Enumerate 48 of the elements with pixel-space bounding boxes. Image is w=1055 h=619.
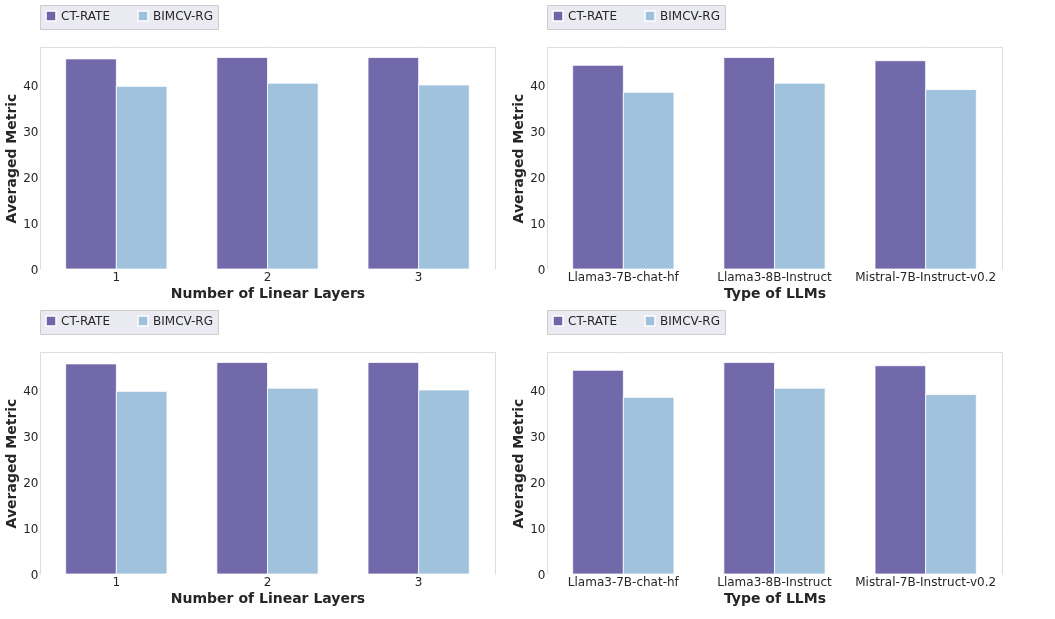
x-tick-label: Llama3-7B-chat-hf: [567, 269, 680, 284]
legend-label: CT-RATE: [568, 9, 617, 23]
y-tick-label: 30: [530, 430, 546, 445]
legend-label: CT-RATE: [61, 314, 110, 328]
x-axis-title: Number of Linear Layers: [170, 284, 366, 301]
y-axis-title: Averaged Metric: [510, 398, 527, 529]
y-tick-label: 40: [23, 384, 39, 399]
y-tick-label: 20: [530, 170, 546, 185]
legend-label: BIMCV-RG: [660, 314, 720, 328]
y-tick-label: 10: [530, 216, 546, 231]
y-tick-label: 40: [23, 79, 39, 94]
x-axis-title: Type of LLMs: [723, 284, 827, 301]
x-tick-label: Llama3-7B-chat-hf: [567, 574, 680, 589]
y-tick-label: 30: [530, 125, 546, 140]
y-tick-label: 10: [23, 521, 39, 536]
x-axis-title: Number of Linear Layers: [170, 589, 366, 606]
x-tick-label: 1: [112, 269, 121, 284]
y-axis-title: Averaged Metric: [3, 398, 20, 529]
y-tick-label: 0: [537, 262, 546, 277]
y-tick-label: 0: [30, 262, 39, 277]
y-tick-label: 20: [23, 170, 39, 185]
y-tick-label: 20: [530, 475, 546, 490]
y-tick-label: 0: [30, 567, 39, 582]
y-tick-label: 10: [530, 521, 546, 536]
x-tick-label: Mistral-7B-Instruct-v0.2: [855, 269, 997, 284]
y-tick-label: 20: [23, 475, 39, 490]
legend-label: CT-RATE: [61, 9, 110, 23]
x-tick-label: 1: [112, 574, 121, 589]
y-tick-label: 10: [23, 216, 39, 231]
y-tick-label: 30: [23, 125, 39, 140]
legend-label: BIMCV-RG: [153, 9, 213, 23]
x-tick-label: 2: [263, 574, 272, 589]
x-tick-label: Mistral-7B-Instruct-v0.2: [855, 574, 997, 589]
y-tick-label: 30: [23, 430, 39, 445]
legend-label: BIMCV-RG: [153, 314, 213, 328]
y-tick-label: 40: [530, 384, 546, 399]
y-axis-title: Averaged Metric: [510, 93, 527, 224]
x-tick-label: Llama3-8B-Instruct: [717, 574, 833, 589]
x-axis-title: Type of LLMs: [723, 589, 827, 606]
x-tick-label: 2: [263, 269, 272, 284]
legend-label: BIMCV-RG: [660, 9, 720, 23]
x-tick-label: Llama3-8B-Instruct: [717, 269, 833, 284]
x-tick-label: 3: [414, 269, 423, 284]
y-axis-title: Averaged Metric: [3, 93, 20, 224]
y-tick-label: 40: [530, 79, 546, 94]
legend-label: CT-RATE: [568, 314, 617, 328]
x-tick-label: 3: [414, 574, 423, 589]
y-tick-label: 0: [537, 567, 546, 582]
